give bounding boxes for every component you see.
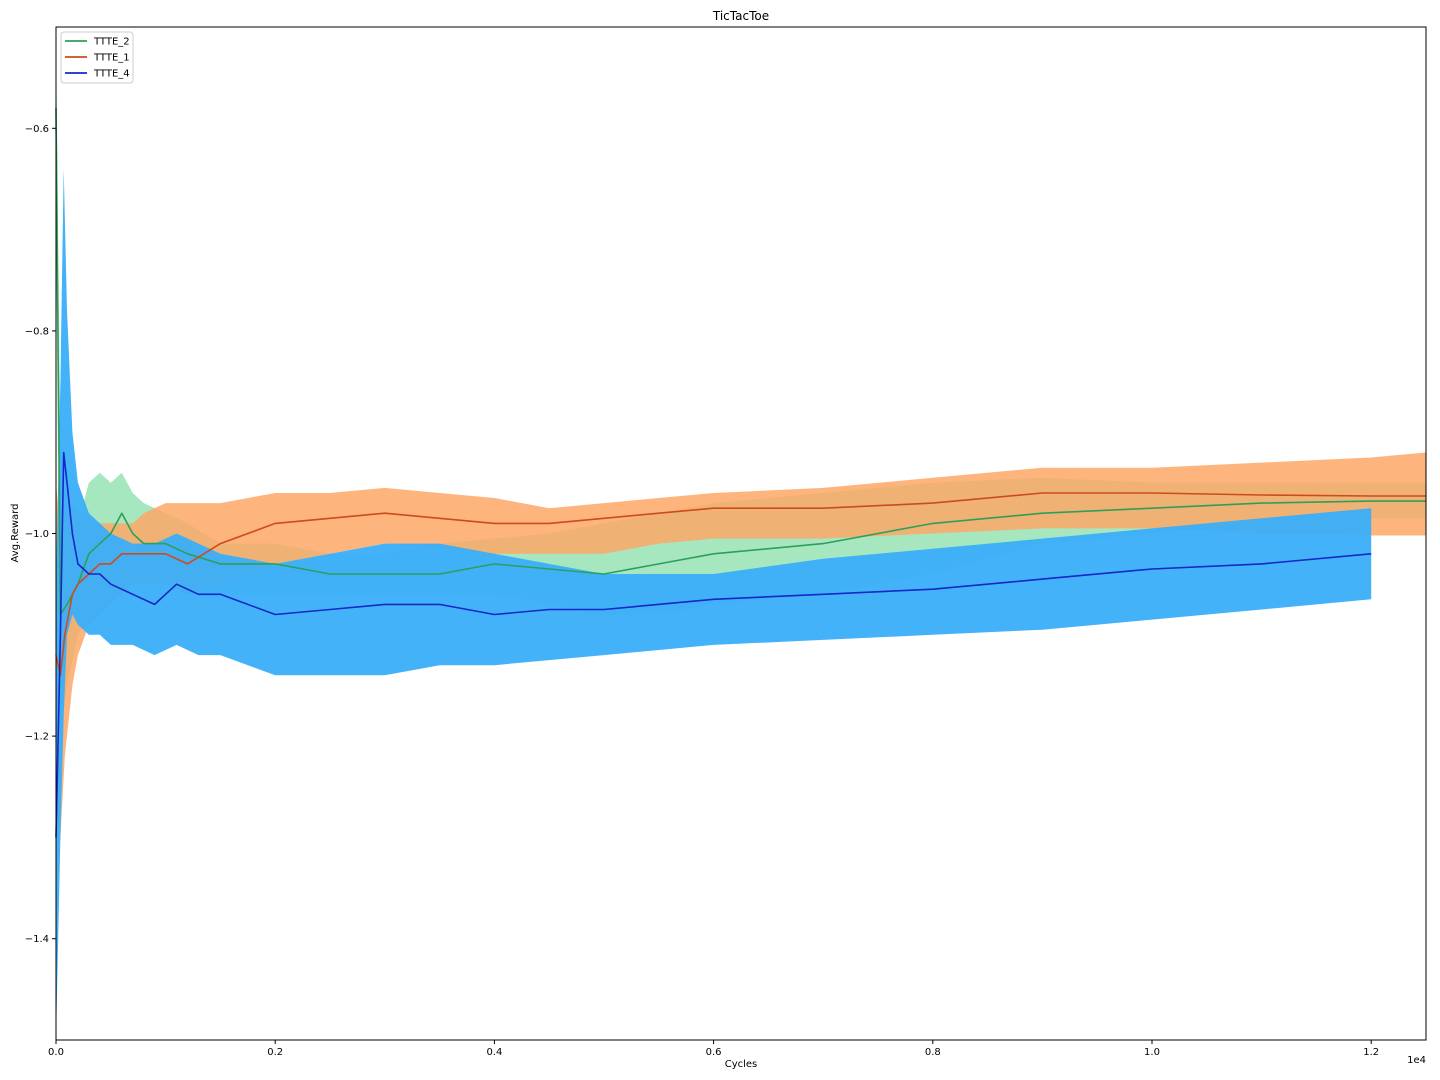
x-tick-label: 0.6 <box>706 1047 722 1058</box>
x-tick-label: 0.4 <box>486 1047 502 1058</box>
x-tick-label: 1.2 <box>1363 1047 1379 1058</box>
series-lines <box>55 107 1426 838</box>
chart-title: TicTacToe <box>712 9 769 23</box>
line-ttte-2 <box>55 107 1426 616</box>
x-axis-offset-label: 1e4 <box>1407 1055 1426 1066</box>
confidence-bands <box>56 47 1426 1041</box>
y-tick-label: −1.4 <box>25 934 49 945</box>
x-tick-label: 0.8 <box>925 1047 941 1058</box>
y-tick-label: −1.2 <box>25 732 49 743</box>
line-ttte-1 <box>55 492 1426 677</box>
y-tick-label: −1.0 <box>25 529 49 540</box>
y-axis-ticks: −1.4 −1.2 −1.0 −0.8 −0.6 <box>25 124 56 945</box>
legend-label-ttte-1: TTTE_1 <box>93 53 130 64</box>
x-axis-label: Cycles <box>725 1059 758 1070</box>
x-tick-label: 1.0 <box>1144 1047 1160 1058</box>
x-tick-label: 0.2 <box>267 1047 283 1058</box>
x-tick-label: 0.0 <box>48 1047 64 1058</box>
y-tick-label: −0.6 <box>25 124 49 135</box>
legend-box <box>60 31 134 84</box>
x-axis-ticks: 0.0 0.2 0.4 0.6 0.8 1.0 1.2 <box>48 1040 1379 1058</box>
legend-label-ttte-2: TTTE_2 <box>93 37 130 48</box>
line-ttte-4 <box>55 451 1372 838</box>
band-ttte-4 <box>56 168 1372 1041</box>
legend-label-ttte-4: TTTE_4 <box>93 69 130 80</box>
legend: TTTE_2 TTTE_1 TTTE_4 <box>60 31 134 84</box>
y-tick-label: −0.8 <box>25 326 49 337</box>
band-ttte-1 <box>56 452 1426 889</box>
y-axis-label: Avg.Reward <box>10 504 21 563</box>
